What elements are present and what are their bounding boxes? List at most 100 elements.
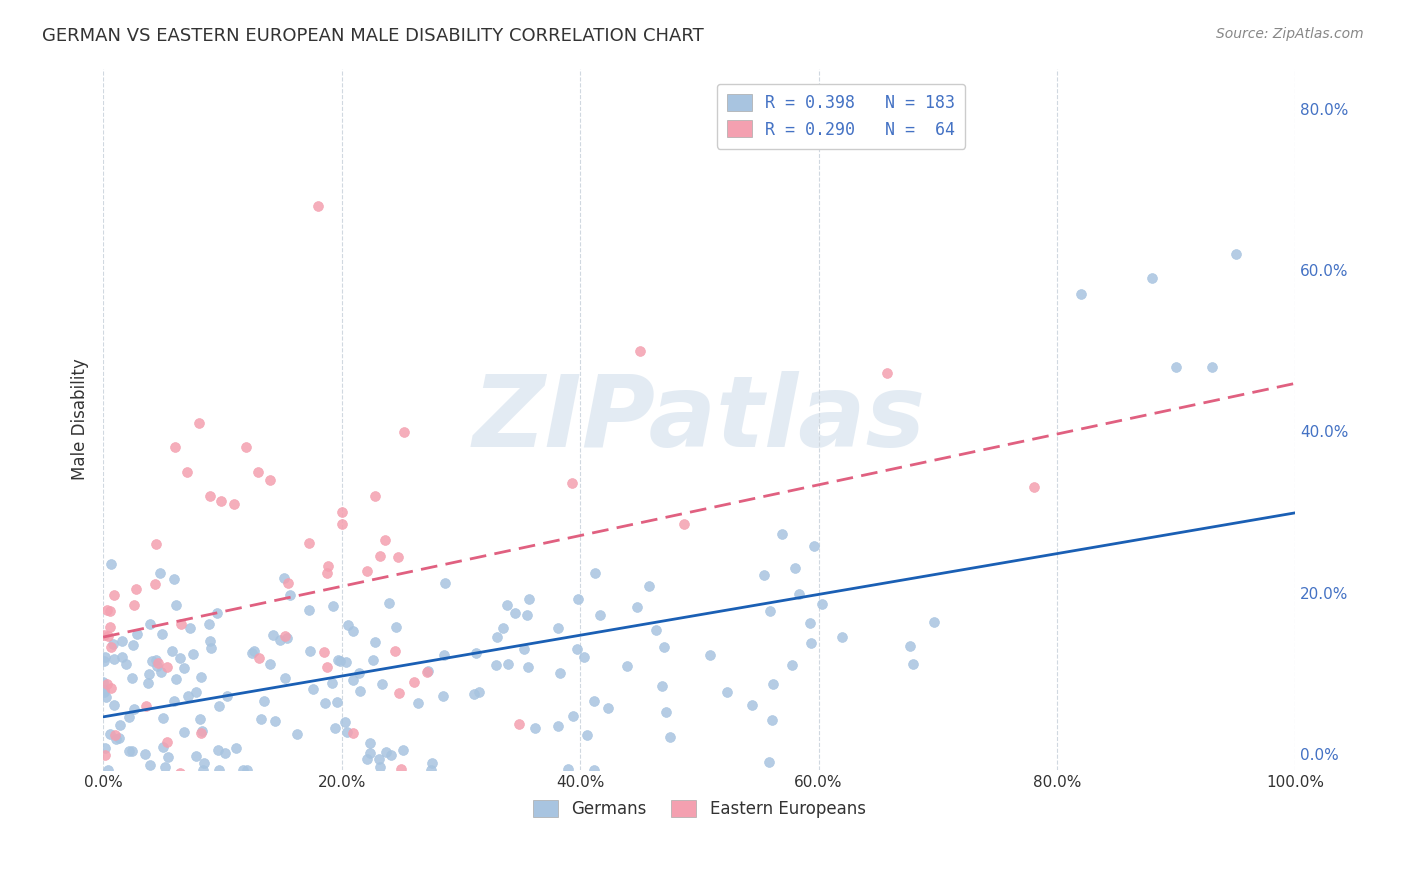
Point bbox=[572, 649, 595, 664]
Point bbox=[330, 505, 353, 519]
Point bbox=[149, 566, 172, 580]
Point bbox=[107, 731, 129, 746]
Point bbox=[165, 672, 187, 686]
Point bbox=[121, 638, 143, 652]
Point bbox=[190, 670, 212, 684]
Point bbox=[97, 629, 120, 643]
Point bbox=[100, 681, 122, 695]
Point bbox=[236, 763, 259, 777]
Point bbox=[347, 665, 370, 680]
Point bbox=[93, 770, 115, 784]
Point bbox=[638, 579, 661, 593]
Point bbox=[364, 635, 387, 649]
Point bbox=[247, 650, 270, 665]
Point bbox=[831, 631, 853, 645]
Point bbox=[468, 684, 491, 698]
Point bbox=[811, 597, 834, 611]
Point bbox=[589, 607, 612, 622]
Point bbox=[145, 652, 167, 666]
Point bbox=[582, 763, 605, 777]
Point bbox=[93, 654, 115, 668]
Point bbox=[508, 717, 530, 731]
Point bbox=[247, 465, 270, 479]
Point bbox=[139, 758, 162, 772]
Point bbox=[772, 526, 794, 541]
Point bbox=[132, 780, 155, 794]
Point bbox=[94, 747, 117, 762]
Point bbox=[208, 763, 231, 777]
Point bbox=[1225, 247, 1247, 261]
Point bbox=[515, 608, 537, 623]
Point bbox=[157, 750, 180, 764]
Point bbox=[100, 558, 122, 572]
Point bbox=[240, 646, 263, 660]
Point bbox=[249, 712, 271, 726]
Point bbox=[295, 770, 318, 784]
Point bbox=[191, 723, 214, 738]
Point bbox=[232, 763, 254, 777]
Point bbox=[153, 760, 176, 774]
Point bbox=[198, 617, 221, 632]
Point bbox=[384, 644, 406, 658]
Point bbox=[342, 726, 364, 740]
Point bbox=[567, 592, 589, 607]
Point bbox=[111, 633, 134, 648]
Point bbox=[389, 762, 412, 776]
Point bbox=[787, 587, 810, 601]
Point bbox=[387, 550, 409, 565]
Point bbox=[565, 642, 588, 657]
Point bbox=[121, 744, 143, 758]
Point bbox=[173, 724, 195, 739]
Point bbox=[561, 475, 583, 490]
Point bbox=[368, 549, 391, 563]
Point bbox=[94, 740, 117, 755]
Point bbox=[575, 728, 598, 742]
Point bbox=[103, 589, 125, 603]
Point bbox=[160, 644, 183, 658]
Point bbox=[177, 689, 200, 703]
Point bbox=[205, 606, 228, 620]
Legend: Germans, Eastern Europeans: Germans, Eastern Europeans bbox=[526, 793, 873, 825]
Point bbox=[416, 664, 439, 678]
Point bbox=[125, 627, 148, 641]
Point bbox=[242, 644, 264, 658]
Point bbox=[97, 763, 120, 777]
Text: Source: ZipAtlas.com: Source: ZipAtlas.com bbox=[1216, 27, 1364, 41]
Point bbox=[214, 747, 236, 761]
Point bbox=[402, 675, 425, 690]
Point bbox=[134, 747, 156, 761]
Point bbox=[315, 660, 337, 674]
Point bbox=[329, 653, 352, 667]
Point bbox=[655, 705, 678, 719]
Point bbox=[316, 566, 339, 580]
Point bbox=[583, 566, 606, 581]
Point bbox=[278, 588, 301, 602]
Point bbox=[259, 657, 281, 671]
Point bbox=[384, 620, 406, 634]
Point bbox=[1142, 271, 1164, 285]
Point bbox=[152, 740, 174, 755]
Point bbox=[165, 598, 187, 612]
Point bbox=[253, 694, 276, 708]
Point bbox=[523, 721, 546, 735]
Point bbox=[169, 766, 191, 780]
Point bbox=[782, 657, 804, 672]
Point bbox=[557, 762, 579, 776]
Point bbox=[150, 665, 173, 680]
Point bbox=[150, 627, 173, 641]
Point bbox=[121, 672, 143, 686]
Point bbox=[163, 573, 186, 587]
Point bbox=[336, 725, 359, 739]
Point bbox=[432, 689, 454, 703]
Point bbox=[1201, 359, 1223, 374]
Point bbox=[596, 701, 619, 715]
Point bbox=[207, 743, 229, 757]
Point bbox=[103, 698, 125, 712]
Point bbox=[495, 599, 517, 613]
Point bbox=[235, 441, 257, 455]
Point bbox=[141, 654, 163, 668]
Point bbox=[298, 603, 321, 617]
Point bbox=[143, 577, 166, 591]
Point bbox=[326, 695, 349, 709]
Point bbox=[628, 343, 651, 358]
